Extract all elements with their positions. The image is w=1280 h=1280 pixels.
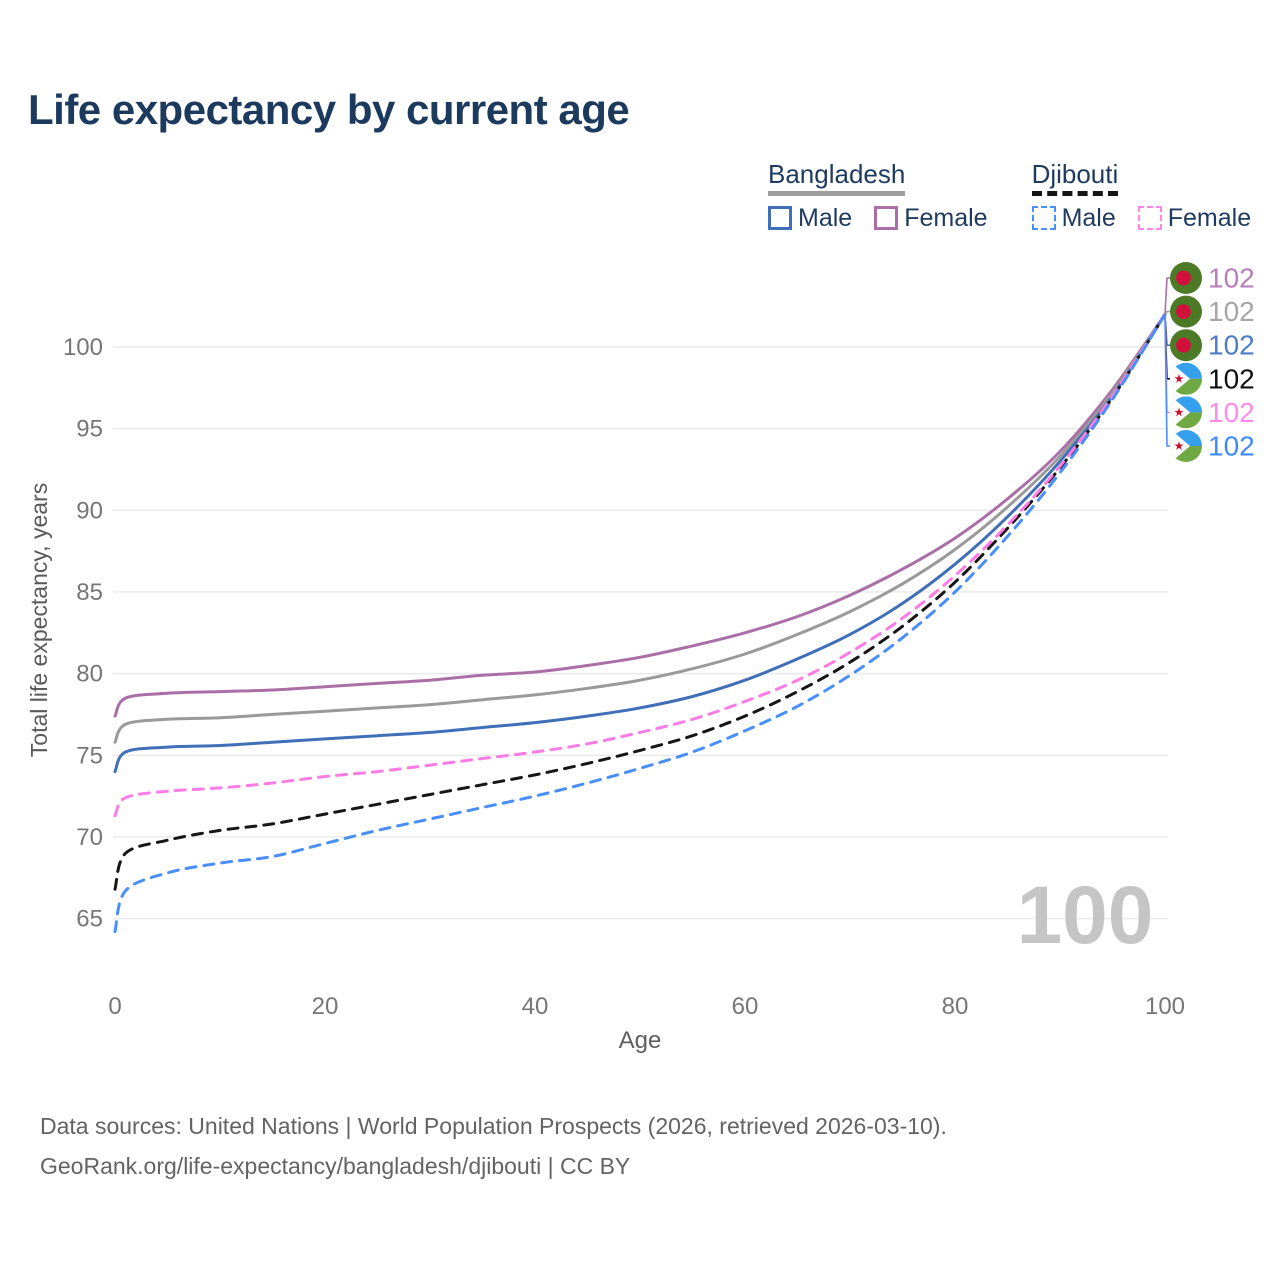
end-value-label-bangladesh-female: 102 xyxy=(1208,263,1255,294)
legend-group-djibouti: Djibouti Male Female xyxy=(1031,160,1252,233)
y-tick-label: 80 xyxy=(76,661,103,688)
bangladesh-flag-icon xyxy=(1170,262,1202,294)
legend-country-bangladesh: Bangladesh xyxy=(768,160,906,196)
x-tick-label: 40 xyxy=(522,993,549,1020)
footer: Data sources: United Nations | World Pop… xyxy=(40,1106,947,1186)
y-tick-label: 70 xyxy=(76,824,103,851)
x-tick-label: 60 xyxy=(732,993,759,1020)
legend-country-djibouti: Djibouti xyxy=(1031,160,1119,196)
legend-item-djibouti-female[interactable]: Female xyxy=(1137,203,1252,233)
legend-group-bangladesh: Bangladesh Male Female xyxy=(768,160,988,233)
djibouti-flag-icon xyxy=(1170,362,1202,396)
legend-label-bangladesh-male: Male xyxy=(798,203,853,232)
legend-swatch-bangladesh-male[interactable] xyxy=(768,206,792,231)
series-line-bangladesh-male[interactable] xyxy=(113,312,1167,774)
series-line-djibouti-male[interactable] xyxy=(113,312,1167,934)
x-tick-label: 20 xyxy=(312,993,339,1020)
legend-items-bangladesh: Male Female xyxy=(768,204,988,233)
legend-label-djibouti-male: Male xyxy=(1061,203,1116,232)
gridlines xyxy=(113,346,1168,920)
y-axis-title: Total life expectancy, years xyxy=(26,483,52,757)
y-tick-label: 85 xyxy=(76,579,103,606)
y-tick-label: 75 xyxy=(76,742,103,769)
series-line-djibouti-female[interactable] xyxy=(113,312,1167,818)
legend-item-djibouti-male[interactable]: Male xyxy=(1031,203,1116,233)
y-tick-label: 65 xyxy=(76,906,103,933)
axis-ticks: 65 70 75 80 85 90 95 100 0 20 40 60 80 100 xyxy=(63,334,1185,1020)
legend-item-bangladesh-female[interactable]: Female xyxy=(874,203,988,233)
legend-swatch-djibouti-female[interactable] xyxy=(1137,206,1162,231)
series-line-djibouti-both-sexes[interactable] xyxy=(113,312,1167,891)
end-value-label-djibouti-both-sexes: 102 xyxy=(1208,363,1255,394)
bangladesh-flag-icon xyxy=(1170,295,1202,328)
end-value-label-djibouti-female: 102 xyxy=(1208,397,1255,428)
footer-datasource: Data sources: United Nations | World Pop… xyxy=(40,1113,947,1139)
legend-item-bangladesh-male[interactable]: Male xyxy=(768,204,852,233)
legend-items-djibouti: Male Female xyxy=(1031,203,1252,233)
footer-url: GeoRank.org/life-expectancy/bangladesh/d… xyxy=(40,1153,631,1180)
bangladesh-flag-icon xyxy=(1170,329,1202,362)
end-value-label-bangladesh-male: 102 xyxy=(1208,330,1255,361)
legend-swatch-djibouti-male[interactable] xyxy=(1031,206,1056,231)
y-tick-label: 100 xyxy=(63,334,103,361)
end-value-label-bangladesh-both-sexes: 102 xyxy=(1208,296,1255,327)
series-line-bangladesh-female[interactable] xyxy=(113,312,1167,718)
legend-swatch-bangladesh-female[interactable] xyxy=(874,206,899,231)
y-tick-label: 90 xyxy=(76,497,103,524)
djibouti-flag-icon xyxy=(1170,395,1202,429)
legend-label-djibouti-female: Female xyxy=(1167,203,1252,232)
watermark-label: 100 xyxy=(1017,870,1154,961)
legend-label-bangladesh-female: Female xyxy=(904,203,988,232)
series-lines xyxy=(113,312,1167,934)
chart-legend: Bangladesh Male Female Djibouti Male Female xyxy=(768,160,1251,233)
x-tick-label: 0 xyxy=(108,993,121,1020)
x-axis-title: Age xyxy=(619,1027,662,1054)
series-line-bangladesh-both-sexes[interactable] xyxy=(113,312,1167,744)
x-tick-label: 80 xyxy=(942,993,969,1020)
end-value-label-djibouti-male: 102 xyxy=(1208,431,1255,462)
djibouti-flag-icon xyxy=(1170,429,1202,463)
page-title: Life expectancy by current age xyxy=(28,86,630,133)
x-tick-label: 100 xyxy=(1145,993,1185,1020)
y-tick-label: 95 xyxy=(76,416,103,443)
